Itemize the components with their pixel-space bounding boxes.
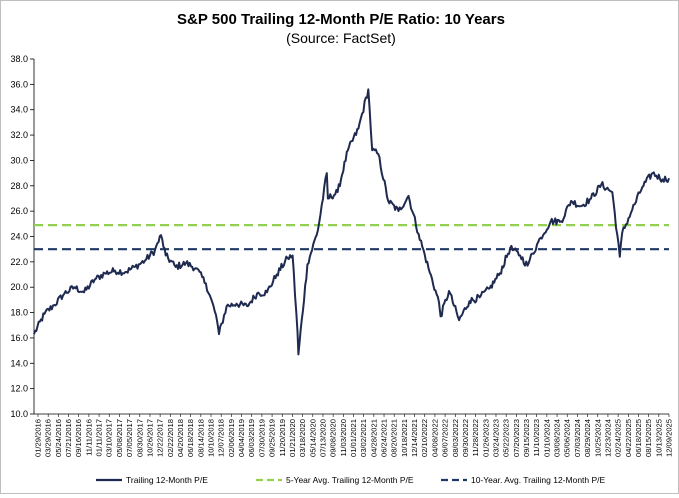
legend-entry-ten-year-average: 10-Year. Avg. Trailing 12-Month P/E <box>441 475 606 485</box>
x-tick-label: 03/18/2020 <box>298 419 307 457</box>
x-tick-label: 10/13/2025 <box>654 419 663 457</box>
x-tick-label: 12/09/2025 <box>665 419 674 457</box>
pe-ratio-series-line <box>33 88 670 356</box>
x-tick-label: 07/21/2016 <box>64 419 73 457</box>
x-tick-label: 08/14/2018 <box>196 419 205 457</box>
y-tick-label: 34.0 <box>10 105 28 115</box>
x-tick-label: 06/18/2018 <box>186 419 195 457</box>
x-tick-label: 12/23/2024 <box>603 419 612 457</box>
legend-label: 5-Year Avg. Trailing 12-Month P/E <box>286 475 414 485</box>
x-tick-label: 11/11/2016 <box>84 419 93 456</box>
x-tick-label: 04/20/2018 <box>176 419 185 457</box>
legend-entry-trailing-pe: Trailing 12-Month P/E <box>96 475 208 485</box>
x-tick-label: 09/08/2020 <box>329 419 338 457</box>
y-tick-label: 32.0 <box>10 130 28 140</box>
x-tick-label: 01/21/2020 <box>288 419 297 457</box>
y-tick-label: 14.0 <box>10 358 28 368</box>
y-tick-label: 10.0 <box>10 409 28 419</box>
x-tick-label: 10/25/2024 <box>593 419 602 457</box>
legend-label: Trailing 12-Month P/E <box>126 475 208 485</box>
y-tick-label: 38.0 <box>10 54 28 64</box>
plot-area <box>33 88 670 356</box>
x-tick-label: 11/03/2020 <box>339 419 348 456</box>
x-tick-label: 03/24/2023 <box>491 419 500 457</box>
y-tick-label: 16.0 <box>10 333 28 343</box>
x-tick-label: 03/02/2021 <box>359 419 368 457</box>
x-tick-label: 12/14/2021 <box>410 419 419 457</box>
axes: 10.0 12.0 14.0 16.0 18.0 20.0 22.0 24.0 26.0 28.0… <box>10 54 673 457</box>
x-tick-label: 08/03/2022 <box>451 419 460 457</box>
x-tick-label: 02/06/2019 <box>227 419 236 457</box>
x-tick-label: 11/10/2023 <box>532 419 541 456</box>
x-tick-label: 07/30/2019 <box>257 419 266 457</box>
x-tick-label: 12/07/2018 <box>217 419 226 457</box>
x-tick-label: 11/20/2019 <box>278 419 287 456</box>
x-tick-label: 04/08/2022 <box>430 419 439 457</box>
y-tick-label: 28.0 <box>10 181 28 191</box>
x-tick-label: 02/24/2025 <box>614 419 623 457</box>
x-tick-label: 05/06/2024 <box>563 419 572 457</box>
x-tick-label: 10/10/2018 <box>207 419 216 457</box>
x-tick-label: 03/29/2016 <box>44 419 53 457</box>
x-tick-label: 09/25/2019 <box>268 419 277 457</box>
x-tick-label: 07/20/2023 <box>512 419 521 457</box>
x-tick-label: 01/26/2023 <box>481 419 490 457</box>
x-tick-label: 08/20/2021 <box>390 419 399 457</box>
legend-entry-five-year-average: 5-Year Avg. Trailing 12-Month P/E <box>256 475 414 485</box>
x-tick-label: 10/26/2017 <box>145 419 154 457</box>
x-tick-label: 05/22/2023 <box>502 419 511 457</box>
x-tick-label: 07/05/2017 <box>125 419 134 457</box>
x-tick-label: 03/08/2024 <box>553 419 562 457</box>
y-tick-label: 36.0 <box>10 79 28 89</box>
x-tick-label: 09/16/2016 <box>74 419 83 457</box>
y-tick-label: 22.0 <box>10 257 28 267</box>
legend: Trailing 12-Month P/E 5-Year Avg. Trailin… <box>96 475 606 485</box>
x-tick-label: 03/10/2017 <box>105 419 114 457</box>
x-tick-label: 10/18/2021 <box>400 419 409 457</box>
x-tick-label: 08/30/2017 <box>135 419 144 457</box>
x-tick-label: 01/10/2024 <box>542 419 551 457</box>
x-tick-label: 09/15/2023 <box>522 419 531 457</box>
x-tick-label: 11/28/2022 <box>471 419 480 456</box>
x-tick-label: 09/30/2022 <box>461 419 470 457</box>
x-tick-label: 01/01/2021 <box>349 419 358 457</box>
x-tick-label: 07/13/2020 <box>318 419 327 457</box>
x-tick-label: 01/11/2017 <box>95 419 104 456</box>
x-tick-label: 06/03/2019 <box>247 419 256 457</box>
y-tick-label: 26.0 <box>10 206 28 216</box>
x-tick-label: 02/22/2018 <box>166 419 175 457</box>
y-tick-label: 30.0 <box>10 155 28 165</box>
x-tick-label: 07/03/2024 <box>573 419 582 457</box>
x-tick-label: 08/29/2024 <box>583 419 592 457</box>
x-tick-label: 06/24/2021 <box>380 419 389 457</box>
x-tick-label: 06/18/2025 <box>634 419 643 457</box>
x-tick-label: 05/08/2017 <box>115 419 124 457</box>
x-tick-label: 06/07/2022 <box>441 419 450 457</box>
x-tick-label: 01/29/2016 <box>34 419 43 457</box>
y-tick-label: 18.0 <box>10 308 28 318</box>
chart-title: S&P 500 Trailing 12-Month P/E Ratio: 10 … <box>177 11 505 28</box>
y-tick-label: 12.0 <box>10 384 28 394</box>
chart-subtitle: (Source: FactSet) <box>286 30 396 46</box>
x-tick-label: 04/28/2021 <box>369 419 378 457</box>
x-tick-label: 04/04/2019 <box>237 419 246 457</box>
x-tick-label: 05/24/2016 <box>54 419 63 457</box>
x-tick-label: 08/15/2025 <box>644 419 653 457</box>
x-tick-label: 04/22/2025 <box>624 419 633 457</box>
legend-label: 10-Year. Avg. Trailing 12-Month P/E <box>471 475 606 485</box>
x-tick-label: 12/22/2017 <box>156 419 165 457</box>
x-tick-label: 02/10/2022 <box>420 419 429 457</box>
y-tick-label: 20.0 <box>10 282 28 292</box>
y-tick-label: 24.0 <box>10 232 28 242</box>
x-tick-label: 05/14/2020 <box>308 419 317 457</box>
